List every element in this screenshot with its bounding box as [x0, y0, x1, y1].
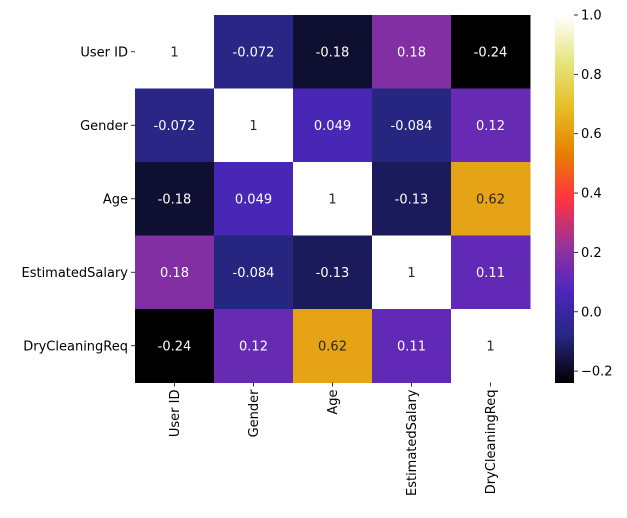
- cell-value-label: -0.18: [316, 45, 350, 60]
- heatmap-cell: [214, 162, 294, 236]
- cell-value-label: 1: [328, 192, 336, 207]
- heatmap-cell: [293, 162, 373, 236]
- heatmap-cell: [372, 309, 452, 383]
- cell-value-label: 0.62: [476, 192, 505, 207]
- heatmap-cell: [451, 309, 531, 383]
- colorbar-tick-label: 1.0: [581, 9, 602, 24]
- heatmap-cell: [372, 235, 452, 310]
- cell-value-label: -0.24: [474, 45, 508, 60]
- heatmap-cell: [372, 162, 452, 236]
- heatmap-cell: [135, 235, 215, 310]
- heatmap-cell: [135, 15, 215, 89]
- heatmap-cell: [293, 88, 373, 163]
- cell-value-label: 0.12: [239, 339, 268, 354]
- colorbar-tick-label: 0.6: [581, 127, 602, 142]
- heatmap-cell: [293, 309, 373, 383]
- x-tick-label: Gender: [247, 389, 262, 438]
- heatmap-cell: [451, 88, 531, 163]
- heatmap-cell: [135, 88, 215, 163]
- colorbar-gradient: [555, 15, 574, 383]
- heatmap-cell: [451, 15, 531, 89]
- heatmap-cell: [293, 15, 373, 89]
- colorbar-tick-label: 0.2: [581, 246, 602, 261]
- cell-value-label: 1: [249, 119, 257, 134]
- cell-value-label: -0.13: [316, 266, 350, 281]
- cell-value-label: -0.084: [391, 119, 433, 134]
- colorbar-tick-label: 0.4: [581, 187, 602, 202]
- colorbar-tick-label: 0.8: [581, 68, 602, 83]
- y-tick-label: Age: [103, 192, 128, 207]
- heatmap-cell: [451, 235, 531, 310]
- cell-value-label: 0.62: [318, 339, 347, 354]
- cell-value-label: -0.13: [395, 192, 429, 207]
- heatmap-cell: [451, 162, 531, 236]
- heatmap-cell: [214, 309, 294, 383]
- heatmap-cell: [214, 15, 294, 89]
- heatmap-cell: [214, 235, 294, 310]
- cell-value-label: 1: [407, 266, 415, 281]
- colorbar-ticks: −0.2 0.0 0.2 0.4 0.6 0.8 1.0: [574, 9, 613, 380]
- heatmap-cell: [372, 88, 452, 163]
- cell-value-label: 0.18: [397, 45, 426, 60]
- cell-value-label: -0.24: [158, 339, 192, 354]
- cell-value-label: -0.084: [233, 266, 275, 281]
- cell-value-label: 0.11: [397, 339, 426, 354]
- x-axis: User ID Gender Age EstimatedSalary DryCleani…: [168, 382, 499, 496]
- heatmap-cell-labels: 1 -0.072 -0.18 0.18 -0.24 -0.072 1 0.049 -0.084 0…: [154, 45, 508, 354]
- cell-value-label: -0.072: [233, 45, 275, 60]
- cell-value-label: 0.11: [476, 266, 505, 281]
- heatmap-cell: [135, 309, 215, 383]
- cell-value-label: 1: [170, 45, 178, 60]
- x-tick-label: User ID: [168, 390, 183, 438]
- cell-value-label: -0.18: [158, 192, 192, 207]
- cell-value-label: 1: [486, 339, 494, 354]
- cell-value-label: 0.12: [476, 119, 505, 134]
- y-tick-label: EstimatedSalary: [21, 266, 128, 281]
- colorbar-tick-label: 0.0: [581, 305, 602, 320]
- x-tick-label: Age: [326, 390, 341, 415]
- y-axis: User ID Gender Age EstimatedSalary DryCleani…: [21, 45, 135, 354]
- cell-value-label: 0.049: [314, 119, 351, 134]
- cell-value-label: 0.18: [160, 266, 189, 281]
- x-tick-label: EstimatedSalary: [405, 389, 420, 496]
- heatmap-cell: [214, 88, 294, 163]
- cell-value-label: 0.049: [235, 192, 272, 207]
- heatmap-cell: [293, 235, 373, 310]
- colorbar: −0.2 0.0 0.2 0.4 0.6 0.8 1.0: [555, 9, 613, 383]
- y-tick-label: Gender: [80, 119, 129, 134]
- x-tick-label: DryCleaningReq: [484, 390, 499, 495]
- heatmap-cell: [372, 15, 452, 89]
- y-tick-label: User ID: [80, 45, 128, 60]
- heatmap-cell: [135, 162, 215, 236]
- cell-value-label: -0.072: [154, 119, 196, 134]
- y-tick-label: DryCleaningReq: [23, 339, 128, 354]
- heatmap-cells: [135, 15, 531, 383]
- colorbar-tick-label: −0.2: [581, 365, 613, 380]
